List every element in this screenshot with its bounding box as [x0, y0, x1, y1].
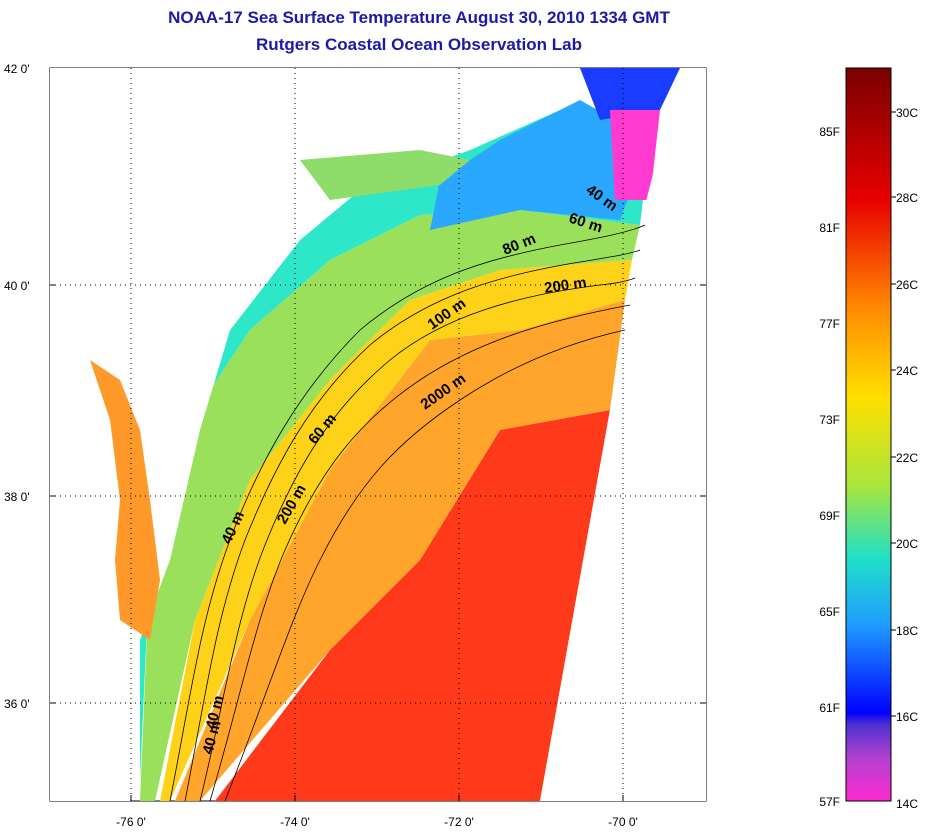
lon-tick-label: -76 0'	[116, 815, 146, 829]
lat-tick-label: 36 0'	[4, 697, 30, 711]
lon-tick-label: -70 0'	[608, 815, 638, 829]
colorbar-f-label: 57F	[819, 795, 840, 809]
swath-deep-blue	[580, 68, 680, 120]
colorbar-c-label: 26C	[896, 278, 918, 292]
land-east	[540, 68, 706, 801]
swath-blue	[430, 100, 650, 230]
colorbar-c-label: 14C	[896, 797, 918, 811]
lat-tick-label: 42 0'	[4, 62, 30, 76]
contour-label: 200 m	[543, 274, 587, 297]
temperature-colorbar	[845, 67, 892, 802]
axis-ticks	[50, 284, 706, 801]
lon-tick-label: -72 0'	[444, 815, 474, 829]
map-subtitle: Rutgers Coastal Ocean Observation Lab	[256, 35, 582, 54]
colorbar-f-label: 85F	[819, 125, 840, 139]
swath-warm-red	[215, 410, 610, 801]
sound-water	[300, 150, 470, 200]
swath-magenta	[610, 110, 660, 200]
lat-tick-label: 40 0'	[4, 279, 30, 293]
colorbar-f-label: 61F	[819, 701, 840, 715]
graticule	[50, 68, 706, 801]
colorbar-f-label: 77F	[819, 317, 840, 331]
swath-green	[140, 210, 640, 801]
map-body: 40 m 60 m 80 m 200 m 100 m 2000 m 60 m 4…	[50, 68, 706, 801]
colorbar-c-label: 24C	[896, 364, 918, 378]
chesapeake-bay	[90, 360, 160, 640]
land-mass	[50, 68, 580, 801]
lon-tick-label: -74 0'	[280, 815, 310, 829]
colorbar-f-label: 65F	[819, 605, 840, 619]
swath-yellow	[160, 260, 632, 801]
colorbar-c-label: 28C	[896, 191, 918, 205]
colorbar-c-label: 16C	[896, 710, 918, 724]
colorbar-f-label: 73F	[819, 413, 840, 427]
colorbar-f-label: 69F	[819, 509, 840, 523]
map-title: NOAA-17 Sea Surface Temperature August 3…	[168, 8, 670, 27]
colorbar-c-label: 20C	[896, 537, 918, 551]
bathymetry-contours	[169, 224, 646, 801]
colorbar-f-label: 81F	[819, 221, 840, 235]
colorbar-c-label: 22C	[896, 451, 918, 465]
swath-orange	[175, 300, 625, 801]
colorbar-c-label: 18C	[896, 624, 918, 638]
colorbar-c-label: 30C	[896, 106, 918, 120]
lat-tick-label: 38 0'	[4, 490, 30, 504]
